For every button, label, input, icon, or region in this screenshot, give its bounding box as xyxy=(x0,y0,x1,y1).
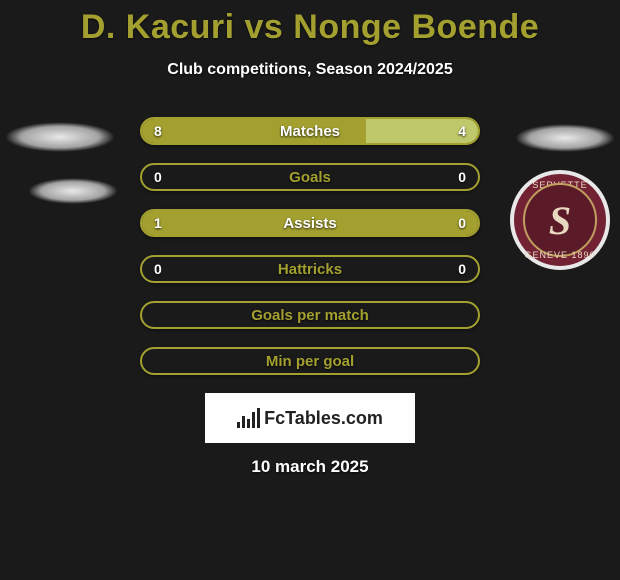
stat-row: 00Goals xyxy=(140,163,480,191)
stats-container: 84Matches 00Goals 10Assists 00Hattricks Goal… xyxy=(140,117,480,375)
stat-label: Min per goal xyxy=(142,353,478,370)
watermark-oval xyxy=(28,178,118,204)
stat-row: 84Matches xyxy=(140,117,480,145)
watermark-oval xyxy=(5,122,115,152)
brand-bars-icon xyxy=(237,408,260,428)
club-badge: SERVETTE S GENEVE 1890 xyxy=(510,170,610,270)
watermark-oval xyxy=(515,124,615,152)
page-title: D. Kacuri vs Nonge Boende xyxy=(0,0,620,47)
stat-label: Hattricks xyxy=(142,261,478,278)
stat-label: Goals per match xyxy=(142,307,478,324)
date-text: 10 march 2025 xyxy=(0,457,620,477)
stat-label: Assists xyxy=(142,215,478,232)
brand-strip: FcTables.com xyxy=(205,393,415,443)
stat-row: Goals per match xyxy=(140,301,480,329)
club-badge-letter: S xyxy=(523,183,597,257)
subtitle: Club competitions, Season 2024/2025 xyxy=(0,61,620,79)
stat-row: 00Hattricks xyxy=(140,255,480,283)
stat-label: Matches xyxy=(142,123,478,140)
stat-row: Min per goal xyxy=(140,347,480,375)
stat-row: 10Assists xyxy=(140,209,480,237)
brand-name: FcTables.com xyxy=(264,408,383,429)
club-badge-bottom-text: GENEVE 1890 xyxy=(514,250,606,260)
stat-label: Goals xyxy=(142,169,478,186)
